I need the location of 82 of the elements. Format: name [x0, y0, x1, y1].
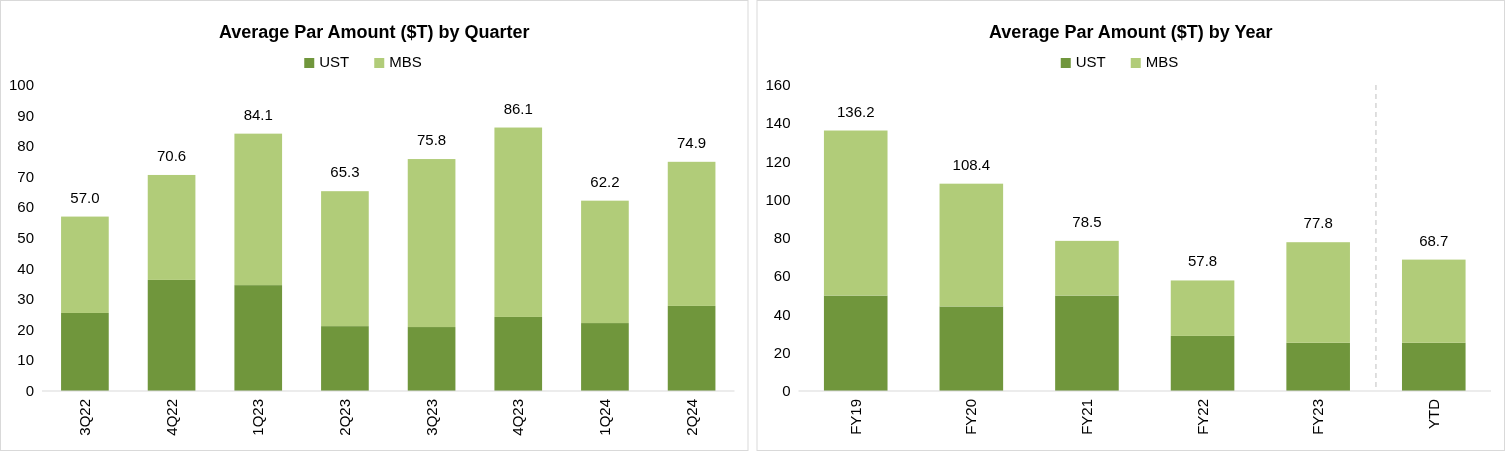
bar: [1401, 259, 1466, 343]
legend-label: MBS: [1145, 53, 1179, 70]
total-label: 57.8: [1187, 252, 1218, 270]
y-tick-label: 160: [765, 76, 791, 93]
bar: [1286, 242, 1350, 343]
total-label: 108.4: [952, 155, 991, 173]
bar: [407, 159, 456, 328]
x-tick-label: 2Q23: [335, 399, 353, 436]
bar: [234, 133, 283, 286]
y-tick-label: 120: [765, 152, 791, 170]
total-label: 136.2: [836, 102, 875, 120]
y-tick-label: 20: [17, 320, 34, 338]
bar: [667, 305, 716, 391]
y-tick-label: 10: [17, 351, 34, 369]
y-tick-label: 90: [17, 106, 34, 124]
bar: [494, 127, 543, 317]
x-tick-label: FY20: [962, 399, 980, 435]
x-tick-label: FY23: [1309, 399, 1327, 435]
total-label: 65.3: [330, 163, 360, 181]
y-tick-label: 60: [773, 267, 791, 285]
bar: [939, 306, 1004, 391]
total-label: 74.9: [677, 133, 707, 151]
bar: [581, 200, 629, 324]
y-tick-label: 100: [8, 76, 34, 93]
x-tick-label: YTD: [1424, 398, 1442, 429]
x-tick-label: 1Q23: [249, 399, 267, 436]
total-label: 62.2: [590, 172, 620, 190]
x-tick-label: 1Q24: [595, 399, 613, 436]
y-tick-label: 40: [773, 305, 791, 323]
bar: [1055, 295, 1119, 391]
bar: [667, 161, 716, 306]
x-tick-label: FY19: [846, 399, 864, 435]
y-tick-label: 80: [773, 229, 791, 246]
total-label: 70.6: [156, 146, 187, 164]
total-label: 75.8: [416, 131, 447, 149]
bar: [61, 312, 109, 391]
bar: [1170, 280, 1235, 336]
y-tick-label: 100: [765, 190, 791, 208]
bar: [1286, 342, 1350, 391]
y-tick-label: 50: [17, 229, 34, 246]
total-label: 57.0: [70, 188, 100, 206]
y-tick-label: 140: [765, 114, 791, 132]
bar: [1055, 240, 1119, 296]
bar: [61, 216, 109, 313]
x-tick-label: 3Q23: [422, 399, 440, 436]
bar: [581, 323, 629, 391]
bar: [823, 295, 888, 391]
bar: [494, 316, 543, 391]
legend-label: UST: [319, 53, 350, 70]
legend-label: MBS: [389, 53, 422, 70]
bar: [823, 130, 888, 296]
bar: [407, 327, 456, 391]
x-tick-label: FY21: [1077, 399, 1095, 435]
bar: [1401, 342, 1466, 391]
bar: [147, 279, 196, 391]
y-tick-label: 80: [17, 137, 34, 155]
x-tick-label: 2Q24: [682, 399, 700, 436]
chart-title: Average Par Amount ($T) by Quarter: [218, 22, 530, 42]
bar: [321, 326, 369, 391]
x-tick-label: 4Q23: [509, 399, 527, 436]
total-label: 86.1: [503, 99, 533, 117]
y-tick-label: 20: [773, 343, 791, 361]
chart-title: Average Par Amount ($T) by Year: [989, 22, 1273, 42]
total-label: 68.7: [1419, 231, 1449, 249]
x-tick-label: 3Q22: [75, 399, 93, 436]
y-tick-label: 0: [25, 382, 34, 399]
x-tick-label: FY22: [1193, 399, 1211, 435]
y-tick-label: 40: [17, 259, 34, 277]
total-label: 77.8: [1303, 214, 1333, 232]
bar: [234, 285, 283, 391]
bar: [147, 174, 196, 280]
bar: [321, 191, 369, 327]
y-tick-label: 30: [17, 290, 34, 308]
x-tick-label: 4Q22: [162, 399, 180, 436]
y-tick-label: 70: [17, 167, 34, 185]
total-label: 84.1: [243, 105, 273, 123]
y-tick-label: 0: [782, 382, 791, 399]
total-label: 78.5: [1072, 212, 1102, 230]
y-tick-label: 60: [17, 198, 34, 216]
bar: [939, 183, 1004, 307]
bar: [1170, 335, 1235, 391]
legend-label: UST: [1075, 53, 1106, 70]
